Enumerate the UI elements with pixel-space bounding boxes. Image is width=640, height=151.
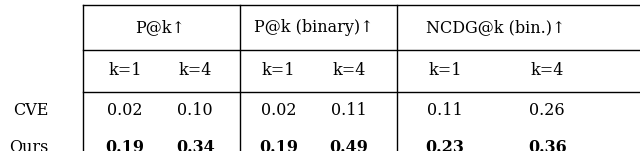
Text: k=1: k=1: [428, 63, 461, 79]
Text: 0.19: 0.19: [259, 140, 298, 151]
Text: 0.02: 0.02: [260, 102, 296, 119]
Text: k=1: k=1: [108, 63, 141, 79]
Text: 0.11: 0.11: [331, 102, 367, 119]
Text: 0.26: 0.26: [529, 102, 565, 119]
Text: 0.36: 0.36: [528, 140, 566, 151]
Text: 0.34: 0.34: [176, 140, 214, 151]
Text: P@k↑: P@k↑: [135, 19, 185, 36]
Text: 0.11: 0.11: [427, 102, 463, 119]
Text: 0.19: 0.19: [106, 140, 144, 151]
Text: k=4: k=4: [531, 63, 564, 79]
Text: 0.23: 0.23: [426, 140, 464, 151]
Text: P@k (binary)↑: P@k (binary)↑: [254, 19, 373, 36]
Text: NCDG@k (bin.)↑: NCDG@k (bin.)↑: [426, 19, 566, 36]
Text: 0.49: 0.49: [330, 140, 368, 151]
Text: k=4: k=4: [332, 63, 365, 79]
Text: k=4: k=4: [179, 63, 212, 79]
Text: 0.02: 0.02: [107, 102, 143, 119]
Text: 0.10: 0.10: [177, 102, 213, 119]
Text: Ours: Ours: [8, 140, 48, 151]
Text: CVE: CVE: [13, 102, 48, 119]
Text: k=1: k=1: [262, 63, 295, 79]
